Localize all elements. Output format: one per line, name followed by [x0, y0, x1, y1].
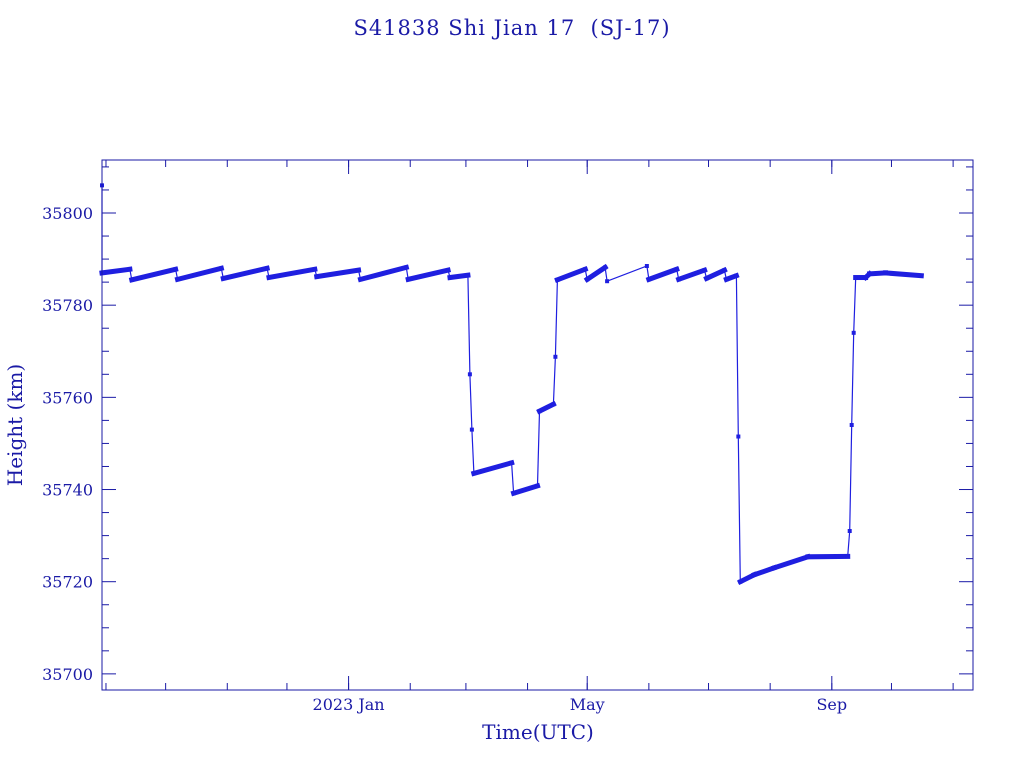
y-tick-label: 35720 — [42, 573, 93, 592]
data-point — [537, 409, 542, 414]
data-point — [736, 434, 741, 439]
series-marker-run — [174, 265, 225, 283]
data-point — [221, 276, 226, 281]
series-marker-run — [128, 266, 179, 283]
y-axis-label: Height (km) — [3, 364, 27, 486]
series-marker-run — [266, 266, 318, 281]
series-marker-run — [675, 266, 708, 283]
series-marker-run — [866, 270, 889, 277]
data-point — [674, 267, 679, 272]
data-point — [883, 270, 888, 275]
data-point — [919, 273, 924, 278]
data-point — [863, 275, 868, 280]
axis-layer: 35700 35720 35740 35760 35780 35800 2023 Jan Ma… — [42, 160, 973, 714]
x-axis-label: Time(UTC) — [482, 720, 594, 744]
data-point — [676, 277, 681, 282]
series-marker-run — [736, 571, 758, 586]
series-line — [101, 185, 922, 583]
data-point — [469, 427, 474, 432]
series-marker-run — [405, 267, 452, 283]
data-point — [173, 267, 178, 272]
data-point — [535, 483, 540, 488]
data-point — [219, 266, 224, 271]
data-point — [734, 273, 739, 278]
data-point — [849, 423, 854, 427]
data-point — [805, 554, 810, 559]
data-point — [551, 402, 556, 407]
data-point — [555, 277, 560, 282]
series-marker-run — [703, 266, 728, 282]
data-point — [722, 268, 727, 273]
data-point — [358, 277, 363, 282]
data-point — [644, 264, 649, 268]
series-marker-run — [220, 265, 271, 282]
data-point — [127, 267, 132, 272]
data-point — [738, 579, 743, 584]
y-tick-label: 35760 — [42, 388, 93, 407]
series-marker-run — [536, 400, 557, 415]
series-marker-run — [313, 267, 362, 280]
chart-title: S41838 Shi Jian 17 (SJ-17) — [353, 16, 671, 40]
data-point — [404, 265, 409, 270]
x-tick-label: 2023 Jan — [313, 695, 385, 714]
x-tick-label: Sep — [816, 695, 847, 714]
data-point — [583, 267, 588, 272]
data-point — [465, 273, 470, 278]
series-marker-run — [357, 264, 410, 283]
series-marker-run — [510, 482, 541, 497]
series-marker-run — [470, 459, 515, 477]
data-point — [314, 274, 319, 279]
data-point — [585, 277, 590, 282]
data-point — [509, 460, 514, 465]
data-point — [553, 354, 558, 359]
series-marker-run — [447, 272, 471, 281]
series-marker-run — [583, 263, 609, 283]
series-marker-run — [751, 564, 778, 578]
data-point — [406, 277, 411, 282]
data-point — [448, 275, 453, 280]
data-point — [129, 277, 134, 282]
y-tick-label: 35800 — [42, 204, 93, 223]
data-point — [511, 491, 516, 496]
data-point — [446, 268, 451, 273]
data-point — [605, 279, 610, 284]
x-tick-label: May — [570, 695, 605, 714]
series-marker-run — [770, 553, 812, 572]
data-point — [471, 471, 476, 476]
data-point — [724, 277, 729, 282]
series-marker-run — [645, 266, 680, 283]
data-point — [312, 267, 317, 272]
data-point — [702, 268, 707, 273]
data-point — [845, 554, 850, 559]
series-marker-run — [882, 270, 924, 279]
data-point — [853, 275, 858, 280]
data-point — [772, 565, 777, 570]
y-tick-label: 35700 — [42, 665, 93, 684]
data-point — [847, 529, 852, 533]
data-point — [752, 572, 757, 577]
data-point — [851, 330, 856, 335]
data-point — [704, 276, 709, 281]
y-tick-label: 35740 — [42, 481, 93, 500]
data-point — [175, 277, 180, 282]
data-point — [356, 268, 361, 273]
y-tick-label: 35780 — [42, 296, 93, 315]
data-point — [603, 265, 608, 270]
series-layer — [99, 183, 924, 586]
series-marker-run — [99, 266, 133, 276]
plot-frame — [101, 159, 974, 691]
data-point — [267, 275, 272, 280]
data-point — [646, 277, 651, 282]
series-marker-run — [554, 266, 589, 284]
data-point — [867, 271, 872, 276]
data-point — [467, 372, 472, 377]
data-point — [265, 266, 270, 271]
